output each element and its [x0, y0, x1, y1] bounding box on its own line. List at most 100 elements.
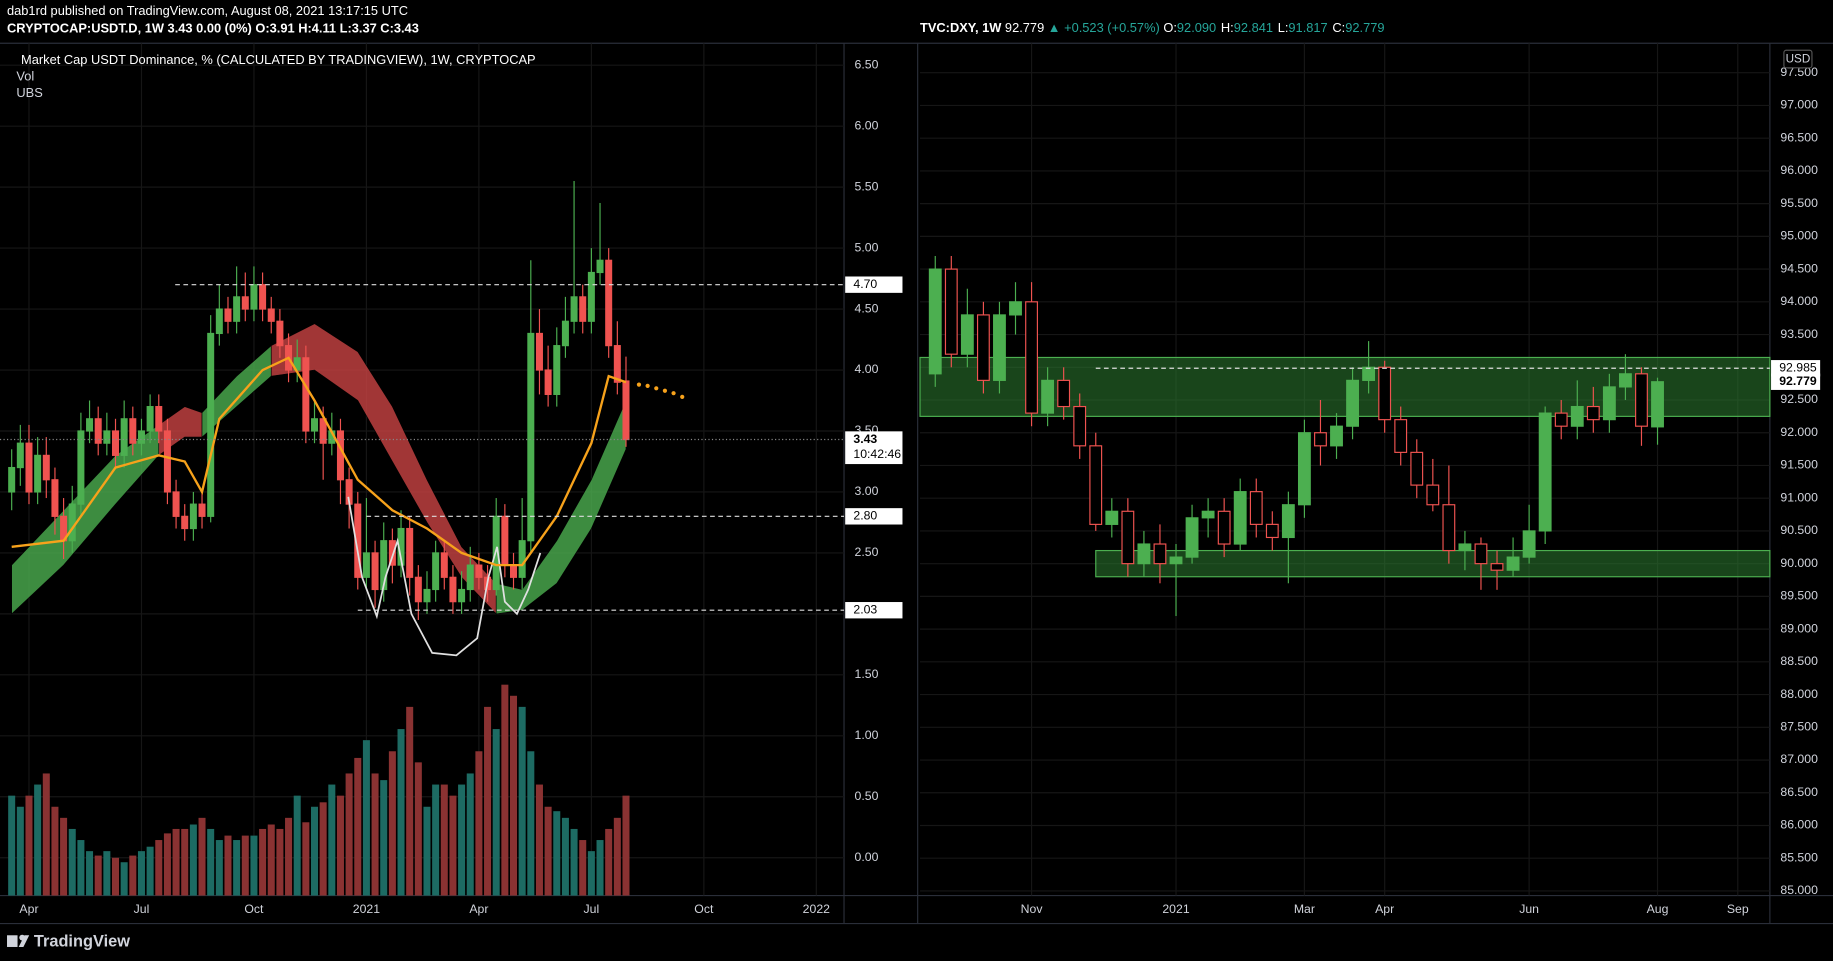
volume-bar: [60, 817, 68, 896]
volume-bar: [388, 751, 396, 896]
candle-body: [1025, 301, 1038, 414]
candle-body: [215, 308, 223, 335]
candle-body: [527, 332, 535, 542]
candle-body: [172, 491, 180, 517]
x-tick-label: Jun: [1519, 902, 1539, 916]
volume-bar: [613, 817, 621, 896]
candle-body: [111, 430, 120, 456]
candle-body: [207, 332, 215, 517]
y-tick-label: 95.500: [1780, 196, 1818, 210]
right-price: 92.779: [1005, 21, 1044, 36]
candle-body: [605, 259, 613, 347]
candle-body: [276, 320, 284, 347]
candle-body: [1153, 543, 1167, 565]
candle-body: [120, 418, 128, 456]
candle-body: [1522, 530, 1536, 558]
candle-body: [1121, 510, 1135, 565]
candle-body: [233, 296, 241, 322]
volume-bar: [492, 729, 500, 896]
candle-body: [8, 466, 16, 493]
candle-body: [302, 357, 310, 432]
projection-dot: [680, 394, 685, 399]
candle-body: [622, 380, 630, 441]
volume-bar: [458, 784, 466, 896]
volume-bar: [16, 806, 24, 896]
currency: USD: [1786, 53, 1811, 66]
x-tick-label: Mar: [1294, 902, 1315, 916]
candle-body: [414, 576, 422, 603]
volume-bar: [527, 751, 535, 896]
volume-bar: [181, 828, 189, 896]
projection-dot: [662, 388, 668, 393]
left-title: Market Cap USDT Dominance, % (CALCULATED…: [21, 52, 536, 67]
candle-body: [1554, 412, 1568, 427]
y-tick-label: 85.500: [1780, 850, 1818, 864]
volume-bar: [155, 840, 163, 896]
brand[interactable]: TradingView: [34, 933, 130, 951]
volume-bar: [276, 828, 284, 896]
price-label-box: [845, 276, 903, 293]
volume-bar: [25, 795, 33, 896]
candle-body: [380, 540, 388, 591]
candle-body: [1201, 510, 1215, 519]
candle-body: [1602, 386, 1616, 421]
volume-bar: [622, 795, 630, 896]
x-tick-label: 2021: [353, 902, 380, 916]
volume-bar: [267, 824, 275, 896]
ribbon: [11, 323, 627, 615]
volume-bar: [163, 833, 171, 896]
moving-average: [11, 356, 627, 567]
volume-bar: [406, 706, 414, 896]
x-tick-label: 2022: [803, 902, 830, 916]
candle-body: [362, 552, 370, 578]
candle-body: [1281, 504, 1295, 539]
candle-body: [544, 369, 552, 395]
y-tick-label: 91.500: [1780, 458, 1818, 472]
candle-body: [596, 259, 604, 274]
y-tick-label: 6.50: [855, 57, 879, 71]
candle-body: [1137, 543, 1151, 565]
candle-body: [1378, 366, 1392, 421]
ohlc-value: 91.817: [1288, 21, 1327, 36]
candle-body: [224, 308, 232, 322]
y-tick-label: 90.000: [1780, 556, 1818, 570]
volume-bar: [449, 795, 457, 896]
x-tick-label: Apr: [1375, 902, 1394, 916]
y-tick-label: 4.50: [855, 301, 879, 315]
volume-bar: [34, 784, 42, 896]
candle-body: [613, 345, 621, 383]
y-tick-label: 88.500: [1780, 654, 1818, 668]
candle-body: [960, 314, 974, 355]
candle-body: [579, 296, 587, 322]
candle-body: [466, 564, 474, 591]
volume-bar: [207, 828, 215, 896]
candle-body: [250, 284, 258, 310]
last-price-box: [1771, 373, 1821, 390]
volume-bar: [561, 817, 569, 896]
volume-bar: [94, 855, 102, 896]
volume-bar: [42, 773, 50, 896]
y-tick-label: 94.000: [1780, 294, 1818, 308]
price-label: 2.80: [853, 509, 877, 523]
legend-entry: Vol: [16, 69, 34, 84]
volume-bar: [596, 840, 604, 896]
candle-body: [129, 418, 137, 444]
candle-body: [1041, 379, 1055, 414]
y-tick-label: 87.000: [1780, 752, 1818, 766]
y-tick-label: 0.50: [855, 789, 879, 803]
candle-body: [1314, 432, 1327, 447]
candle-body: [1474, 543, 1488, 565]
volume-bar: [77, 840, 85, 896]
price-label-box: [845, 602, 903, 619]
candle-body: [137, 430, 145, 444]
right-symbol-line: TVC:DXY, 1W 92.779 ▲ +0.523 (+0.57%) O:9…: [920, 21, 1385, 36]
y-tick-label: 92.500: [1780, 392, 1818, 406]
price-label: 92.985: [1779, 360, 1817, 374]
x-tick-label: Aug: [1647, 902, 1669, 916]
volume-bar: [311, 806, 319, 896]
candle-body: [553, 345, 561, 395]
volume-bar: [103, 851, 111, 896]
candle-body: [1217, 510, 1231, 545]
volume-bar: [345, 773, 353, 896]
